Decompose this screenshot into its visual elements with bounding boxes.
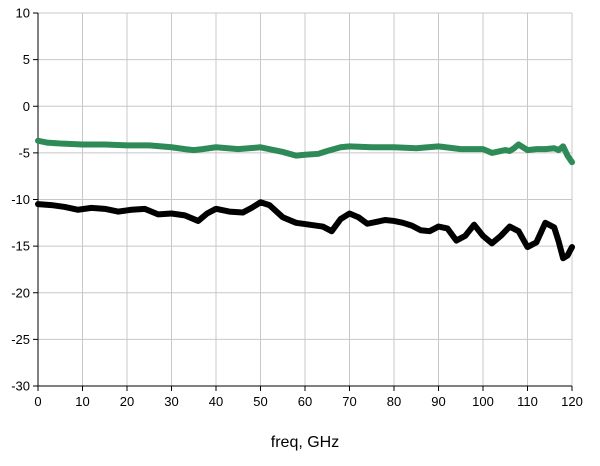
x-tick-label: 70 (342, 394, 356, 409)
y-tick-label: 0 (23, 99, 30, 114)
y-tick-label: -20 (11, 285, 30, 300)
y-tick-label: 5 (23, 52, 30, 67)
y-tick-label: 10 (16, 6, 30, 21)
y-tick-label: -25 (11, 332, 30, 347)
x-tick-label: 40 (209, 394, 223, 409)
x-tick-label: 30 (164, 394, 178, 409)
x-tick-label: 80 (387, 394, 401, 409)
x-axis-label: freq, GHz (271, 434, 339, 451)
y-tick-label: -15 (11, 239, 30, 254)
series-layer (35, 137, 575, 262)
x-tick-label: 0 (34, 394, 41, 409)
x-tick-label: 50 (253, 394, 267, 409)
x-tick-label: 110 (517, 394, 538, 409)
y-tick-label: -30 (11, 379, 30, 394)
ticks-layer: 0 10 20 30 40 50 60 70 80 90 100 110 1201050-5-10-15… (11, 6, 583, 410)
y-tick-label: -10 (11, 192, 30, 207)
y-tick-label: -5 (18, 145, 30, 160)
x-tick-label: 60 (298, 394, 312, 409)
grid-layer (37, 12, 573, 387)
series-line-1 (35, 199, 575, 262)
x-tick-label: 90 (431, 394, 445, 409)
x-tick-label: 20 (120, 394, 134, 409)
series-line-0 (35, 137, 575, 166)
x-tick-label: 100 (472, 394, 494, 409)
x-tick-label: 10 (75, 394, 89, 409)
x-tick-label: 120 (561, 394, 583, 409)
